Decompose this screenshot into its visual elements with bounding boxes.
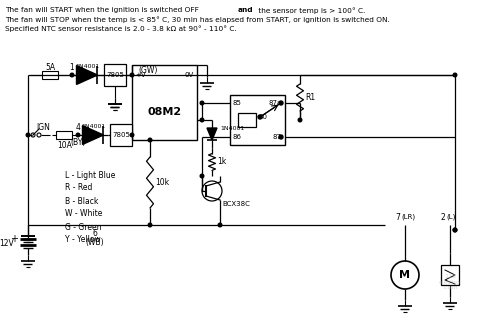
Text: 10A: 10A xyxy=(57,140,72,149)
Circle shape xyxy=(130,133,133,137)
Text: 86: 86 xyxy=(232,134,241,140)
Text: 2: 2 xyxy=(439,212,444,221)
Text: IGN: IGN xyxy=(36,123,50,132)
Text: 4: 4 xyxy=(75,124,80,132)
Text: the sensor temp is > 100° C.: the sensor temp is > 100° C. xyxy=(255,7,365,14)
Text: 1N4001: 1N4001 xyxy=(219,125,244,131)
Text: 1: 1 xyxy=(70,63,74,73)
Text: 30: 30 xyxy=(258,114,267,120)
Circle shape xyxy=(278,135,282,139)
Polygon shape xyxy=(206,128,216,140)
Text: +: + xyxy=(10,234,18,244)
Bar xyxy=(42,71,58,79)
Text: +V: +V xyxy=(135,72,145,78)
Bar xyxy=(104,64,126,86)
Text: 6: 6 xyxy=(92,228,97,237)
Text: The fan will START when the ignition is switched OFF: The fan will START when the ignition is … xyxy=(5,7,201,13)
Text: and: and xyxy=(238,7,253,13)
Text: R1: R1 xyxy=(304,93,314,102)
Text: 08M2: 08M2 xyxy=(147,107,181,117)
Text: 0V: 0V xyxy=(184,72,193,78)
Text: 12V: 12V xyxy=(0,239,14,249)
Polygon shape xyxy=(83,125,103,144)
Circle shape xyxy=(202,181,222,201)
Circle shape xyxy=(452,73,456,77)
Text: Specified NTC sensor resistance is 2.0 - 3.8 kΩ at 90° - 110° C.: Specified NTC sensor resistance is 2.0 -… xyxy=(5,25,236,32)
Text: 5A: 5A xyxy=(45,62,55,71)
Circle shape xyxy=(26,133,30,137)
Circle shape xyxy=(31,133,35,137)
Text: The fan will STOP when the temp is < 85° C, 30 min has elapsed from START, or ig: The fan will STOP when the temp is < 85°… xyxy=(5,16,389,23)
Bar xyxy=(440,265,458,285)
Text: G - Green: G - Green xyxy=(65,222,101,231)
Circle shape xyxy=(200,118,204,122)
Circle shape xyxy=(218,223,221,227)
Circle shape xyxy=(76,133,80,137)
Bar xyxy=(132,65,197,140)
Circle shape xyxy=(452,228,456,232)
Text: 10k: 10k xyxy=(155,178,169,187)
Circle shape xyxy=(390,261,418,289)
Text: 123
electro
.com: 123 electro .com xyxy=(438,274,460,290)
Text: W - White: W - White xyxy=(65,210,102,219)
Text: BCX38C: BCX38C xyxy=(222,201,249,207)
Bar xyxy=(110,124,132,146)
Text: 87: 87 xyxy=(273,134,281,140)
Text: (BY): (BY) xyxy=(70,139,85,148)
Bar xyxy=(229,95,285,145)
Text: L - Light Blue: L - Light Blue xyxy=(65,171,115,180)
Text: Y - Yellow: Y - Yellow xyxy=(65,236,100,244)
Text: 7805: 7805 xyxy=(106,72,124,78)
Circle shape xyxy=(70,73,73,77)
Circle shape xyxy=(452,228,456,232)
Text: 7805: 7805 xyxy=(112,132,130,138)
Bar xyxy=(56,131,72,139)
Text: (GW): (GW) xyxy=(138,66,157,75)
Circle shape xyxy=(278,101,282,105)
Circle shape xyxy=(148,223,152,227)
Text: 7: 7 xyxy=(394,212,399,221)
Circle shape xyxy=(257,115,262,119)
Text: 85: 85 xyxy=(232,100,241,106)
Text: (L): (L) xyxy=(445,214,455,220)
Circle shape xyxy=(37,133,41,137)
Text: 1k: 1k xyxy=(216,157,226,166)
Text: 87a: 87a xyxy=(268,100,281,106)
Text: 1N4001: 1N4001 xyxy=(75,65,99,69)
Text: (LR): (LR) xyxy=(400,214,414,220)
Circle shape xyxy=(200,174,204,178)
Text: (WB): (WB) xyxy=(85,237,104,246)
Circle shape xyxy=(130,73,133,77)
Circle shape xyxy=(200,101,204,105)
Circle shape xyxy=(298,118,301,122)
Text: 1N4001: 1N4001 xyxy=(81,124,105,130)
Text: B - Black: B - Black xyxy=(65,196,98,205)
Text: R - Red: R - Red xyxy=(65,183,92,193)
Polygon shape xyxy=(76,66,97,84)
Bar xyxy=(238,113,255,127)
Circle shape xyxy=(148,138,152,142)
Text: M: M xyxy=(399,270,409,280)
